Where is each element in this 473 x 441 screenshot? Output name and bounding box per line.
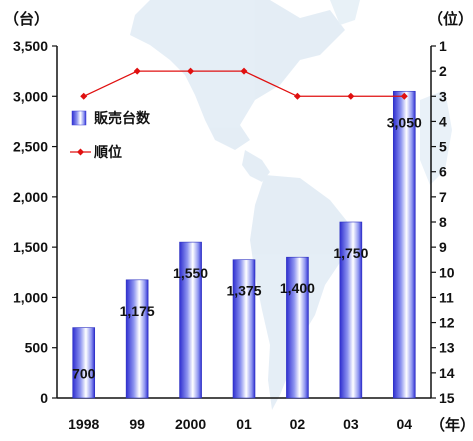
bar [339,221,363,399]
bar-data-label: 1,750 [333,245,368,261]
rank-line-series [80,67,408,100]
rank-point [293,92,301,100]
bar-data-label: 1,175 [120,303,155,319]
right-tick-label: 8 [439,214,447,230]
x-axis-unit: （年） [430,416,473,434]
bar [179,241,202,399]
right-tick-label: 1 [439,38,447,54]
x-axis-labels: 1998 99 2000 01 02 03 04 [68,416,412,432]
right-tick-label: 3 [439,88,447,104]
bar [232,259,256,399]
left-tick-label: 2,000 [13,189,48,205]
left-tick-label: 0 [40,390,48,406]
right-tick-label: 4 [439,113,447,129]
rank-point [187,67,195,75]
bar-data-label: 1,550 [173,265,208,281]
bar-data-label: 700 [72,366,96,382]
right-tick-label: 12 [439,315,455,331]
right-tick-label: 6 [439,164,447,180]
right-tick-label: 10 [439,264,455,280]
bar-data-label: 1,400 [280,280,315,296]
bar [392,90,416,399]
legend-bar-swatch [71,110,87,126]
left-tick-label: 500 [25,340,49,356]
bar-data-labels: 700 1,175 1,550 1,375 1,400 1,750 3,050 [72,114,422,381]
bar-data-label: 1,375 [226,283,261,299]
right-tick-label: 13 [439,340,455,356]
right-tick-label: 5 [439,139,447,155]
rank-point [133,67,141,75]
bar-series [72,90,416,399]
right-tick-label: 14 [439,365,455,381]
bar [125,279,149,399]
x-tick-label: 04 [396,416,412,432]
rank-point [347,92,355,100]
x-tick-label: 2000 [175,416,206,432]
bar [286,256,309,399]
legend-line-label: 順位 [94,144,122,161]
left-tick-label: 2,500 [13,139,48,155]
x-tick-label: 03 [343,416,359,432]
bar [72,327,96,399]
right-tick-label: 15 [439,390,455,406]
legend-bar-label: 販売台数 [94,110,151,127]
left-tick-label: 3,000 [13,88,48,104]
left-tick-label: 1,000 [13,289,48,305]
legend: 販売台数 順位 [70,110,151,161]
left-axis-unit: （台） [4,10,49,28]
legend-line-marker [77,148,84,156]
bar-data-label: 3,050 [387,114,422,130]
right-tick-label: 9 [439,239,447,255]
x-tick-label: 02 [290,416,306,432]
left-tick-label: 3,500 [13,38,48,54]
rank-point [400,92,408,100]
x-tick-label: 1998 [68,416,99,432]
x-tick-label: 99 [129,416,145,432]
x-tick-label: 01 [236,416,252,432]
left-axis-ticks: 0 500 1,000 1,500 2,000 2,500 3,000 3,500 [13,38,57,406]
right-tick-label: 7 [439,189,447,205]
right-axis-unit: （位） [428,10,473,28]
right-tick-label: 11 [439,289,454,305]
rank-point [240,67,248,75]
left-tick-label: 1,500 [13,239,48,255]
rank-point [80,92,88,100]
right-tick-label: 2 [439,63,447,79]
